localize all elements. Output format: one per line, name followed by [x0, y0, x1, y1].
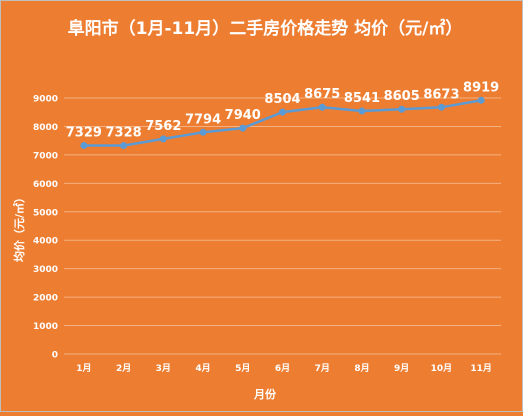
y-tick-label: 6000: [33, 180, 58, 190]
y-tick-label: 7000: [33, 151, 58, 161]
data-point: [159, 135, 167, 143]
x-tick-labels: 1月 2月 3月 4月 5月 6月 7月 8月 9月 10月 11月: [76, 363, 492, 374]
y-tick-label: 8000: [33, 123, 58, 133]
y-tick-label: 2000: [33, 294, 58, 304]
data-point: [358, 107, 366, 115]
data-point: [80, 142, 88, 150]
x-tick-label: 5月: [235, 363, 250, 374]
data-label: 8919: [463, 80, 499, 95]
data-point: [279, 108, 286, 116]
x-tick-label: 4月: [195, 363, 210, 374]
y-tick-label: 1000: [33, 322, 58, 332]
x-tick-label: 11月: [470, 363, 492, 374]
data-point: [398, 105, 406, 113]
data-label: 7328: [105, 126, 141, 141]
data-label: 8673: [423, 87, 459, 102]
x-tick-label: 6月: [275, 363, 290, 374]
y-axis-label: 均价（元/㎡）: [12, 192, 26, 262]
y-tick-label: 4000: [33, 237, 58, 247]
x-tick-label: 7月: [315, 363, 330, 374]
y-tick-labels: 0 1000 2000 3000 4000 5000 6000 7000 8000 9000: [33, 95, 58, 361]
data-point: [239, 124, 247, 132]
data-point: [120, 142, 128, 150]
data-label: 8541: [344, 91, 380, 106]
x-tick-label: 10月: [431, 363, 453, 374]
data-label: 7329: [66, 126, 102, 141]
x-tick-label: 8月: [354, 363, 369, 374]
data-label: 8675: [304, 87, 340, 102]
x-tick-label: 1月: [76, 363, 91, 374]
data-label: 8504: [264, 92, 300, 107]
data-point: [318, 103, 326, 111]
y-tick-label: 5000: [33, 208, 58, 218]
data-label: 7940: [225, 108, 261, 123]
data-point: [477, 96, 485, 104]
data-label: 8605: [384, 89, 420, 104]
x-tick-label: 2月: [116, 363, 131, 374]
data-point: [199, 128, 207, 136]
chart-title: 阜阳市（1月-11月）二手房价格走势 均价（元/㎡）: [68, 18, 463, 39]
y-tick-label: 0: [52, 351, 58, 361]
data-label: 7562: [145, 119, 181, 134]
data-point: [437, 103, 445, 111]
y-tick-label: 9000: [33, 95, 58, 105]
data-label: 7794: [185, 112, 221, 127]
x-tick-label: 3月: [156, 363, 171, 374]
x-tick-label: 9月: [394, 363, 409, 374]
x-axis-label: 月份: [253, 387, 277, 401]
gridlines: [64, 97, 501, 327]
y-tick-label: 3000: [33, 265, 58, 275]
series-price: [80, 96, 485, 150]
